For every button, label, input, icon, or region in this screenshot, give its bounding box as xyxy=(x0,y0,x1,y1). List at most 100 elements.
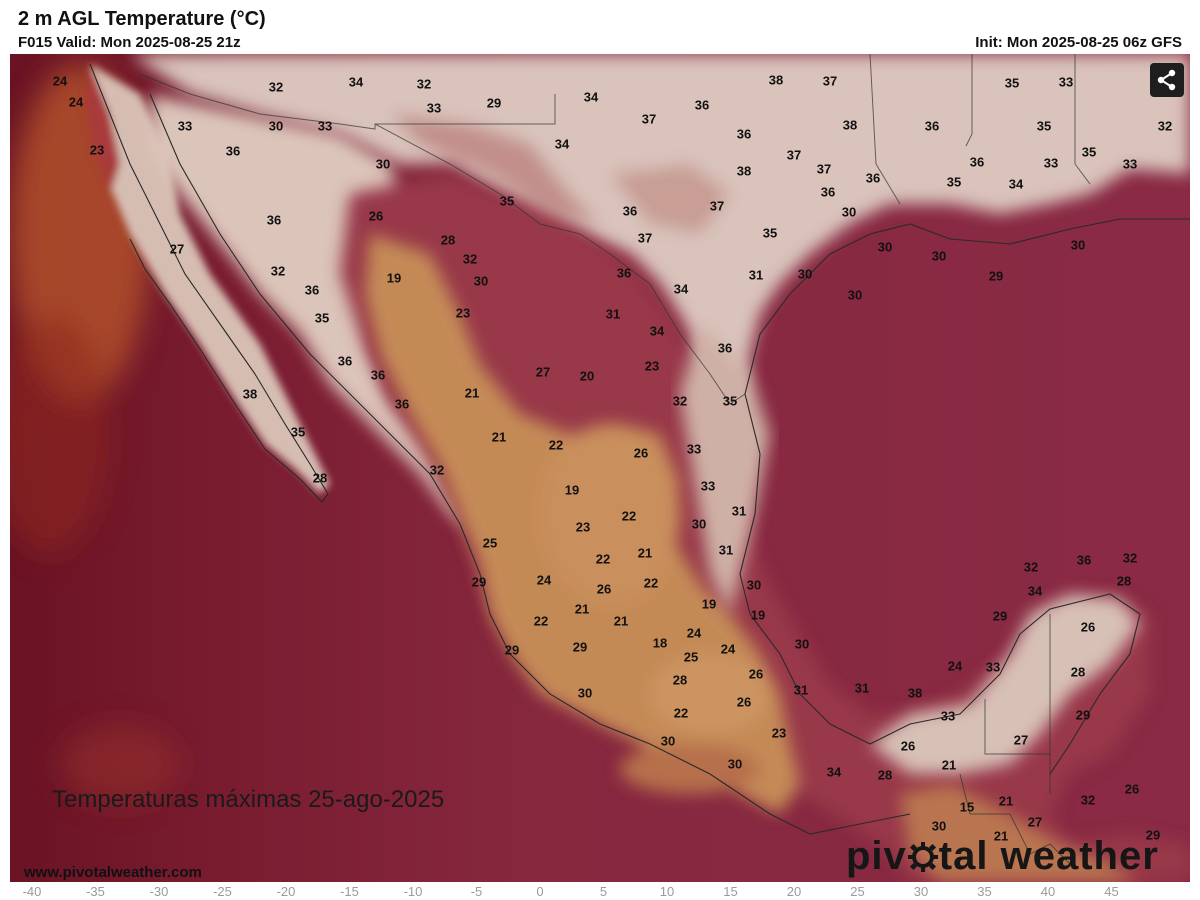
temperature-label: 36 xyxy=(820,184,836,200)
land-baja xyxy=(85,64,330,494)
temperature-label: 36 xyxy=(1076,552,1092,568)
temperature-label: 30 xyxy=(660,733,676,749)
colorbar-tick-label: -20 xyxy=(276,884,296,899)
temperature-label: 26 xyxy=(900,738,916,754)
temperature-label: 31 xyxy=(793,682,809,698)
temperature-label: 37 xyxy=(786,147,802,163)
temperature-label: 32 xyxy=(672,393,688,409)
temperature-label: 36 xyxy=(865,170,881,186)
temperature-label: 21 xyxy=(574,601,590,617)
temperature-label: 28 xyxy=(672,672,688,688)
temperature-label: 35 xyxy=(722,393,738,409)
temperature-label: 37 xyxy=(637,230,653,246)
temperature-label: 35 xyxy=(762,225,778,241)
temperature-label: 29 xyxy=(471,574,487,590)
land-highlands xyxy=(365,234,800,814)
temperature-label: 21 xyxy=(993,828,1009,844)
temperature-label: 21 xyxy=(491,429,507,445)
colorbar-tick-label: 35 xyxy=(977,884,992,899)
temperature-label: 24 xyxy=(536,572,552,588)
temperature-label: 36 xyxy=(924,118,940,134)
temperature-label: 31 xyxy=(605,306,621,322)
temperature-label: 23 xyxy=(644,358,660,374)
temperature-label: 30 xyxy=(577,685,593,701)
temperature-label: 29 xyxy=(504,642,520,658)
colorbar-tick-label: 30 xyxy=(913,884,929,899)
temperature-label: 37 xyxy=(709,198,725,214)
temperature-label: 23 xyxy=(771,725,787,741)
init-time: Init: Mon 2025-08-25 06z GFS xyxy=(975,34,1182,51)
temperature-label: 23 xyxy=(89,142,105,158)
temperature-label: 36 xyxy=(736,126,752,142)
temperature-label: 29 xyxy=(572,639,588,655)
temperature-map[interactable] xyxy=(10,54,1190,882)
temperature-label: 37 xyxy=(822,73,838,89)
temperature-label: 33 xyxy=(317,118,333,134)
temperature-label: 26 xyxy=(736,694,752,710)
temperature-label: 33 xyxy=(177,118,193,134)
temperature-label: 32 xyxy=(1122,550,1138,566)
site-url[interactable]: www.pivotalweather.com xyxy=(24,864,202,881)
temperature-label: 26 xyxy=(1124,781,1140,797)
temperature-label: 38 xyxy=(242,386,258,402)
colorbar-tick-label: 20 xyxy=(786,884,802,899)
share-button[interactable] xyxy=(1150,63,1184,97)
temperature-label: 31 xyxy=(748,267,764,283)
temperature-label: 36 xyxy=(225,143,241,159)
temperature-label: 33 xyxy=(1043,155,1059,171)
temperature-label: 27 xyxy=(169,241,185,257)
temperature-label: 31 xyxy=(854,680,870,696)
temperature-label: 34 xyxy=(348,74,364,90)
temperature-label: 28 xyxy=(440,232,456,248)
temperature-label: 35 xyxy=(314,310,330,326)
temperature-label: 30 xyxy=(797,266,813,282)
temperature-label: 28 xyxy=(1116,573,1132,589)
temperature-label: 29 xyxy=(988,268,1004,284)
logo-text-start: piv xyxy=(846,834,907,878)
temperature-label: 30 xyxy=(268,118,284,134)
temperature-label: 19 xyxy=(701,596,717,612)
temperature-label: 27 xyxy=(1027,814,1043,830)
temperature-label: 34 xyxy=(554,136,570,152)
temperature-label: 33 xyxy=(426,100,442,116)
temperature-label: 30 xyxy=(794,636,810,652)
logo-text-end: tal weather xyxy=(938,834,1159,878)
temperature-label: 27 xyxy=(535,364,551,380)
temperature-label: 33 xyxy=(1058,74,1074,90)
temperature-label: 22 xyxy=(643,575,659,591)
temperature-label: 32 xyxy=(462,251,478,267)
temperature-label: 18 xyxy=(652,635,668,651)
temperature-label: 34 xyxy=(673,281,689,297)
logo-gear-icon xyxy=(907,842,938,872)
temperature-label: 26 xyxy=(1080,619,1096,635)
colorbar-tick-label: 10 xyxy=(659,884,675,899)
temperature-label: 36 xyxy=(694,97,710,113)
temperature-label: 21 xyxy=(941,757,957,773)
colorbar-tick-label: 40 xyxy=(1040,884,1056,899)
temperature-label: 24 xyxy=(947,658,963,674)
temperature-label: 24 xyxy=(68,94,84,110)
temperature-label: 30 xyxy=(931,818,947,834)
temperature-label: 38 xyxy=(842,117,858,133)
colorbar-tick-label: 0 xyxy=(536,884,544,899)
temperature-label: 34 xyxy=(1027,583,1043,599)
temperature-label: 32 xyxy=(268,79,284,95)
colorbar-tick-label: 5 xyxy=(599,884,608,899)
temperature-label: 26 xyxy=(368,208,384,224)
temperature-label: 38 xyxy=(907,685,923,701)
temperature-label: 30 xyxy=(847,287,863,303)
temperature-label: 23 xyxy=(455,305,471,321)
temperature-label: 28 xyxy=(1070,664,1086,680)
temperature-label: 35 xyxy=(1036,118,1052,134)
temperature-label: 33 xyxy=(700,478,716,494)
temperature-label: 36 xyxy=(616,265,632,281)
temperature-label: 36 xyxy=(622,203,638,219)
temperature-label: 25 xyxy=(482,535,498,551)
map-title: 2 m AGL Temperature (°C) xyxy=(18,8,266,30)
temperature-label: 33 xyxy=(686,441,702,457)
temperature-label: 26 xyxy=(596,581,612,597)
temperature-label: 35 xyxy=(1081,144,1097,160)
share-icon xyxy=(1157,69,1176,91)
colorbar-tick-label: 15 xyxy=(723,884,738,899)
colorbar-scale: -40 -35 -30 -25 -20 -15 -10 -5 0 5 10 15 20 25 30 35 40 4… xyxy=(0,882,1200,900)
